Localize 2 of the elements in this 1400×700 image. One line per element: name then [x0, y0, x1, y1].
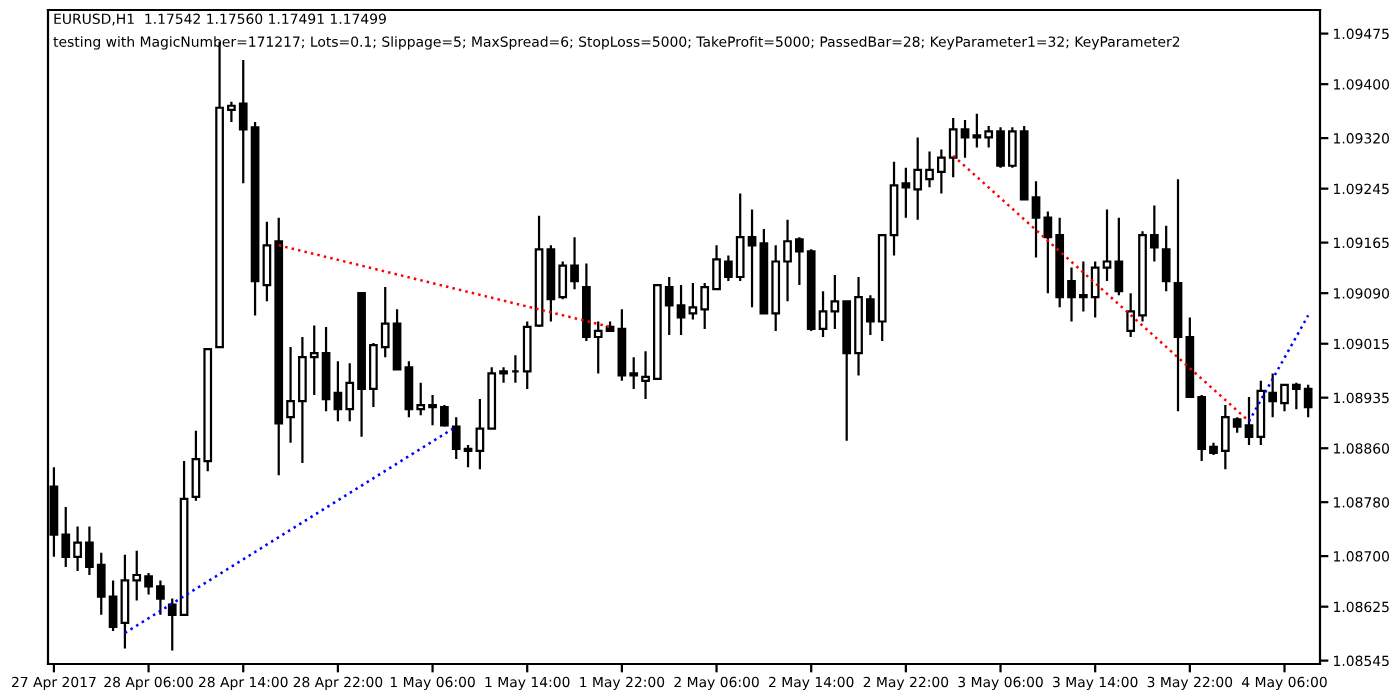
- candlestick: [1161, 224, 1171, 293]
- candlestick: [511, 354, 520, 384]
